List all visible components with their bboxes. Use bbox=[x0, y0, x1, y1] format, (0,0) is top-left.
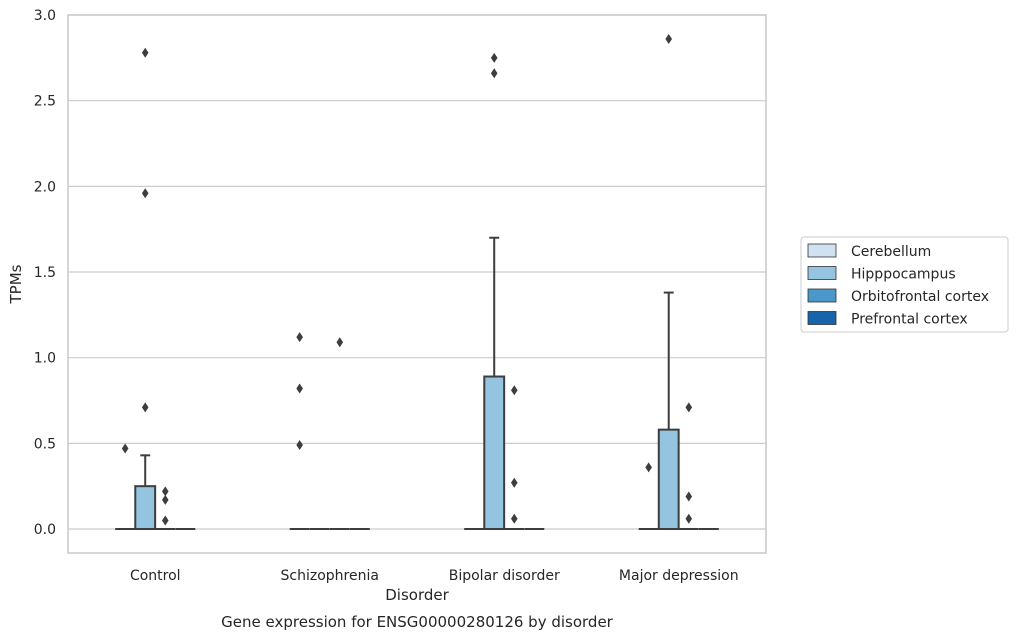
outlier-point bbox=[336, 337, 344, 348]
outlier-point bbox=[161, 494, 169, 505]
legend-swatch bbox=[807, 288, 837, 303]
box-body bbox=[134, 485, 157, 531]
outlier-point bbox=[510, 385, 518, 396]
plot-area-frame bbox=[67, 14, 767, 554]
x-tick-label: Schizophrenia bbox=[281, 568, 379, 584]
outlier-point bbox=[161, 515, 169, 526]
boxes bbox=[115, 236, 719, 531]
box-body bbox=[483, 375, 506, 531]
y-axis-label: TPMs bbox=[7, 264, 25, 304]
y-tick-label: 0.5 bbox=[34, 436, 56, 452]
legend-label: Prefrontal cortex bbox=[851, 312, 968, 328]
outliers bbox=[121, 33, 693, 526]
x-axis-label: Disorder bbox=[385, 586, 449, 604]
box-hipppocampus bbox=[657, 291, 680, 531]
box-hipppocampus bbox=[483, 236, 506, 531]
outlier-point bbox=[665, 33, 673, 44]
y-tick-label: 2.0 bbox=[34, 179, 56, 195]
y-tick-label: 2.5 bbox=[34, 94, 56, 110]
plot-area-background bbox=[68, 15, 766, 553]
outlier-point bbox=[685, 513, 693, 524]
x-tick-label: Bipolar disorder bbox=[449, 568, 560, 584]
y-tick-label: 1.0 bbox=[34, 351, 56, 367]
x-tick-label: Major depression bbox=[619, 568, 739, 584]
legend-label: Hipppocampus bbox=[851, 267, 956, 283]
outlier-point bbox=[685, 491, 693, 502]
legend-swatch bbox=[807, 243, 837, 258]
legend-swatch bbox=[807, 311, 837, 325]
box-hipppocampus bbox=[134, 454, 157, 531]
outlier-point bbox=[141, 188, 149, 199]
outlier-point bbox=[510, 477, 518, 488]
box-body bbox=[657, 428, 680, 531]
y-tick-label: 1.5 bbox=[34, 265, 56, 281]
outlier-point bbox=[121, 443, 129, 454]
y-axis-ticks: 0.0 0.5 1.0 1.5 2.0 2.5 3.0 bbox=[34, 8, 56, 538]
outlier-point bbox=[490, 52, 498, 63]
legend-frame bbox=[800, 236, 1009, 333]
outlier-point bbox=[685, 402, 693, 413]
outlier-point bbox=[161, 486, 169, 497]
outlier-point bbox=[141, 402, 149, 413]
x-axis-ticks: Control Schizophrenia Bipolar disorder Majo… bbox=[130, 568, 739, 584]
legend: Cerebellum Hipppocampus Orbitofrontal cort… bbox=[800, 236, 1009, 333]
x-tick-label: Control bbox=[130, 568, 181, 584]
y-tick-label: 3.0 bbox=[34, 8, 56, 24]
outlier-point bbox=[296, 440, 303, 451]
legend-swatch bbox=[807, 266, 837, 280]
outlier-point bbox=[141, 47, 149, 58]
outlier-point bbox=[645, 462, 652, 473]
outlier-point bbox=[490, 68, 498, 79]
outlier-point bbox=[296, 383, 303, 394]
outlier-point bbox=[296, 332, 303, 343]
legend-label: Cerebellum bbox=[851, 244, 931, 260]
legend-label: Orbitofrontal cortex bbox=[851, 289, 989, 305]
chart-caption: Gene expression for ENSG00000280126 by d… bbox=[221, 613, 614, 631]
outlier-point bbox=[510, 513, 518, 524]
y-tick-label: 0.0 bbox=[34, 522, 56, 538]
